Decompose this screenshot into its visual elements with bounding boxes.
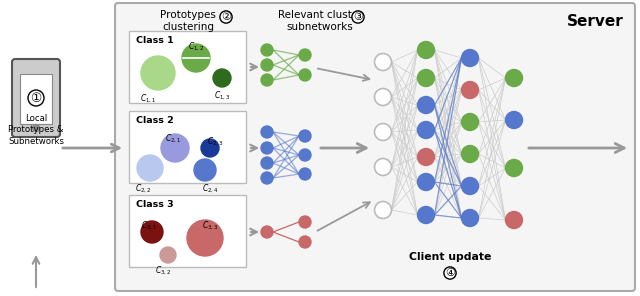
Text: $C_{2,2}$: $C_{2,2}$ xyxy=(135,183,151,195)
Text: $C_{3,1}$: $C_{3,1}$ xyxy=(141,220,157,232)
Text: ③: ③ xyxy=(353,12,363,22)
Text: $C_{1,1}$: $C_{1,1}$ xyxy=(140,93,156,105)
Circle shape xyxy=(201,139,219,157)
Text: Local
Prototypes &
Subnetworks: Local Prototypes & Subnetworks xyxy=(8,114,64,146)
Circle shape xyxy=(161,134,189,162)
Circle shape xyxy=(261,59,273,71)
Circle shape xyxy=(194,159,216,181)
Circle shape xyxy=(299,49,311,61)
Text: Server: Server xyxy=(567,14,624,29)
Circle shape xyxy=(299,236,311,248)
FancyBboxPatch shape xyxy=(129,111,246,183)
Circle shape xyxy=(417,70,435,86)
Circle shape xyxy=(261,74,273,86)
Circle shape xyxy=(417,121,435,139)
FancyBboxPatch shape xyxy=(12,59,60,137)
Text: $C_{2,3}$: $C_{2,3}$ xyxy=(207,136,223,148)
Circle shape xyxy=(261,126,273,138)
Circle shape xyxy=(506,112,522,128)
Circle shape xyxy=(461,210,479,226)
Circle shape xyxy=(182,44,210,72)
Text: ①: ① xyxy=(30,91,42,104)
Text: Prototypes
clustering: Prototypes clustering xyxy=(160,10,216,32)
Circle shape xyxy=(137,155,163,181)
Circle shape xyxy=(141,56,175,90)
Circle shape xyxy=(461,146,479,163)
Text: Relevant cluster
subnetworks: Relevant cluster subnetworks xyxy=(278,10,362,32)
Circle shape xyxy=(261,226,273,238)
Text: $C_{2,1}$: $C_{2,1}$ xyxy=(165,133,181,145)
Text: $C_{1,3}$: $C_{1,3}$ xyxy=(214,90,230,102)
FancyBboxPatch shape xyxy=(20,74,52,124)
Circle shape xyxy=(261,44,273,56)
Circle shape xyxy=(213,69,231,87)
Circle shape xyxy=(299,130,311,142)
Text: Class 1: Class 1 xyxy=(136,36,173,45)
Circle shape xyxy=(506,70,522,86)
Circle shape xyxy=(461,49,479,67)
Circle shape xyxy=(374,123,392,141)
FancyBboxPatch shape xyxy=(129,195,246,267)
Circle shape xyxy=(461,113,479,131)
Text: $C_{3,3}$: $C_{3,3}$ xyxy=(202,220,218,232)
Circle shape xyxy=(374,54,392,70)
Circle shape xyxy=(299,149,311,161)
Circle shape xyxy=(461,178,479,194)
Circle shape xyxy=(506,160,522,176)
Circle shape xyxy=(141,221,163,243)
Circle shape xyxy=(461,81,479,99)
Text: Class 2: Class 2 xyxy=(136,116,173,125)
Circle shape xyxy=(160,247,176,263)
Text: ④: ④ xyxy=(445,268,455,278)
Circle shape xyxy=(187,220,223,256)
Circle shape xyxy=(374,202,392,218)
Circle shape xyxy=(417,149,435,165)
Text: ②: ② xyxy=(221,12,231,22)
Circle shape xyxy=(33,125,40,131)
Circle shape xyxy=(299,216,311,228)
Circle shape xyxy=(374,158,392,176)
Circle shape xyxy=(299,69,311,81)
Circle shape xyxy=(261,172,273,184)
Circle shape xyxy=(417,41,435,59)
FancyBboxPatch shape xyxy=(115,3,635,291)
Circle shape xyxy=(299,168,311,180)
Circle shape xyxy=(374,89,392,105)
Circle shape xyxy=(417,173,435,191)
Circle shape xyxy=(417,96,435,113)
Text: Client update: Client update xyxy=(409,252,491,262)
Text: Class 3: Class 3 xyxy=(136,200,173,209)
Text: $C_{1,2}$: $C_{1,2}$ xyxy=(188,41,204,53)
Circle shape xyxy=(506,212,522,229)
FancyBboxPatch shape xyxy=(129,31,246,103)
Text: $C_{3,2}$: $C_{3,2}$ xyxy=(155,265,171,277)
Circle shape xyxy=(261,157,273,169)
Circle shape xyxy=(417,207,435,223)
Circle shape xyxy=(261,142,273,154)
Text: $C_{2,4}$: $C_{2,4}$ xyxy=(202,183,218,195)
